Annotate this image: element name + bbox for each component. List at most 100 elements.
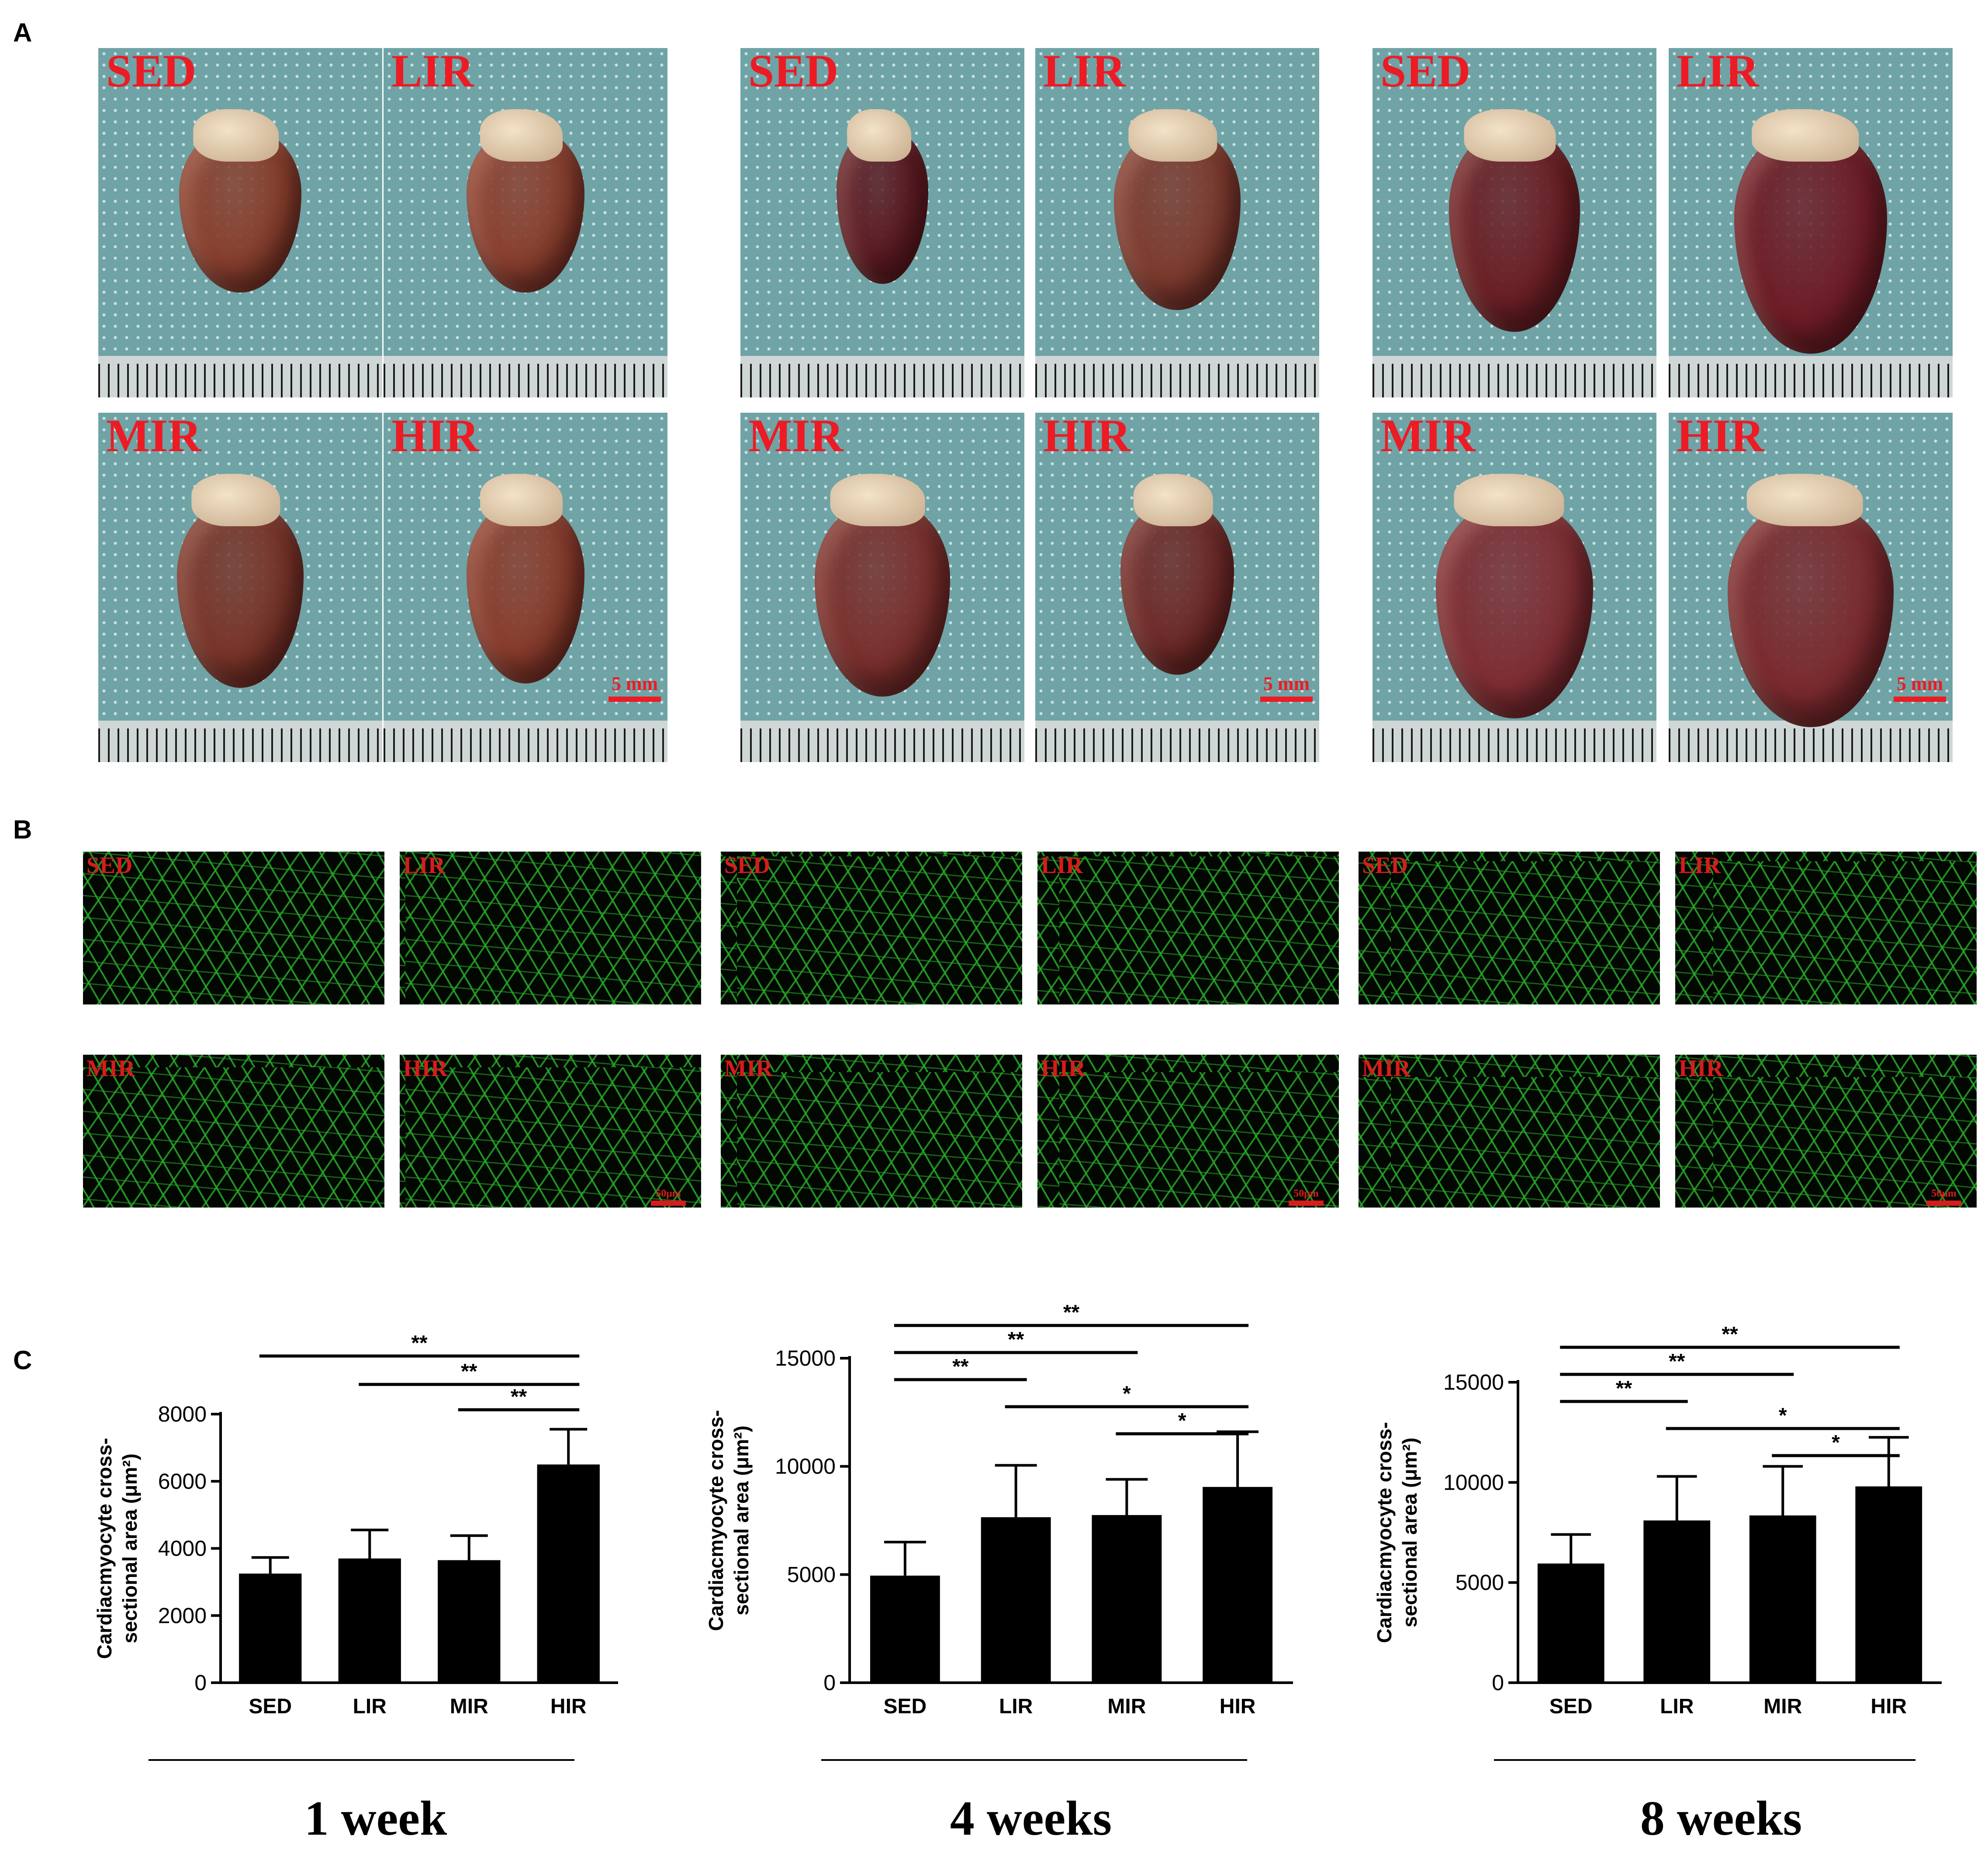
chart1-y-tick-label: 4000 xyxy=(158,1536,207,1561)
chart3-significance-mark: ** xyxy=(1722,1323,1738,1346)
chart1-y-tick-label: 8000 xyxy=(158,1402,207,1426)
chart2-bar-hir xyxy=(1203,1487,1273,1683)
fluorescence-group-label: HIR xyxy=(403,1055,448,1081)
chart3-significance-mark: * xyxy=(1832,1431,1840,1454)
photo-group-label: LIR xyxy=(1043,48,1126,97)
heart-vessel-tissue xyxy=(1746,474,1863,526)
chart1-x-tick-label-hir: HIR xyxy=(550,1695,587,1718)
ruler xyxy=(384,356,667,397)
heart-specimen xyxy=(1120,500,1234,675)
fluorescence-image-1-mir: MIR xyxy=(83,1055,384,1208)
chart3-bar-lir xyxy=(1643,1520,1711,1683)
chart3-bar-hir xyxy=(1855,1486,1922,1683)
heart-vessel-tissue xyxy=(1128,109,1217,162)
chart1-bar-hir xyxy=(537,1464,600,1683)
photo-group-label: MIR xyxy=(106,413,201,461)
fluorescence-group-label: LIR xyxy=(1679,852,1721,878)
chart1-significance-mark: ** xyxy=(411,1332,428,1355)
chart2-y-tick-label: 5000 xyxy=(787,1562,836,1587)
heart-photo-2-hir: HIR 5 mm xyxy=(1035,413,1319,762)
fluorescence-scale-label: 50μm xyxy=(1931,1188,1957,1199)
fluorescence-group-label: HIR xyxy=(1679,1055,1724,1081)
photo-group-label: LIR xyxy=(391,48,474,97)
fluorescence-group-label: SED xyxy=(86,852,133,878)
chart3-significance-mark: ** xyxy=(1669,1350,1685,1373)
fluorescence-scale-bar: 50μm xyxy=(651,1188,686,1206)
chart1-significance-mark: ** xyxy=(511,1385,527,1408)
heart-specimen xyxy=(1436,500,1593,718)
fluorescence-image-2-sed: SED xyxy=(721,852,1022,1004)
fluorescence-scale-bar: 50μm xyxy=(1289,1188,1324,1206)
chart3-bar-mir xyxy=(1749,1515,1816,1683)
heart-photo-1-lir: LIR xyxy=(384,48,667,397)
ruler xyxy=(1035,721,1319,762)
heart-vessel-tissue xyxy=(193,109,279,162)
photo-group-label: HIR xyxy=(1043,413,1131,461)
chart2-significance-mark: ** xyxy=(1063,1301,1080,1324)
fluorescence-group-label: HIR xyxy=(1041,1055,1086,1081)
ruler xyxy=(740,356,1024,397)
heart-photo-3-mir: MIR xyxy=(1373,413,1656,762)
heart-photo-2-lir: LIR xyxy=(1035,48,1319,397)
chart3-significance-mark: ** xyxy=(1616,1377,1632,1400)
chart2-y-axis-label-line2: sectional area (μm²) xyxy=(730,1425,753,1615)
chart1-x-tick-label-mir: MIR xyxy=(450,1695,488,1718)
chart2-significance-mark: * xyxy=(1123,1382,1131,1405)
chart2-significance-mark: * xyxy=(1178,1409,1186,1432)
chart2-y-tick-label: 10000 xyxy=(775,1454,836,1479)
heart-photo-1-mir: MIR xyxy=(98,413,382,762)
chart2-x-tick-label-mir: MIR xyxy=(1107,1695,1146,1718)
heart-specimen xyxy=(467,500,584,683)
heart-vessel-tissue xyxy=(1454,474,1564,526)
photo-group-label: MIR xyxy=(748,413,844,461)
chart3-x-tick-label-hir: HIR xyxy=(1870,1695,1907,1718)
heart-photo-3-hir: HIR 5 mm xyxy=(1669,413,1953,762)
timepoint-label-2: 4 weeks xyxy=(950,1791,1112,1846)
chart1-y-tick-label: 2000 xyxy=(158,1603,207,1628)
chart1-bar-lir xyxy=(338,1558,401,1683)
heart-vessel-tissue xyxy=(1133,474,1213,526)
heart-specimen xyxy=(815,500,950,697)
fluorescence-group-label: MIR xyxy=(86,1055,135,1081)
heart-photo-2-sed: SED xyxy=(740,48,1024,397)
photo-group-label: HIR xyxy=(1677,413,1764,461)
panel-label-a: A xyxy=(13,18,32,47)
chart1-significance-mark: ** xyxy=(461,1360,477,1383)
photo-group-label: SED xyxy=(106,48,197,97)
fluorescence-group-label: LIR xyxy=(403,852,446,878)
fluorescence-group-label: MIR xyxy=(1362,1055,1411,1081)
photo-group-label: LIR xyxy=(1677,48,1759,97)
chart1-bar-sed xyxy=(239,1574,302,1683)
chart2-x-tick-label-lir: LIR xyxy=(999,1695,1033,1718)
heart-vessel-tissue xyxy=(830,474,925,526)
fluorescence-image-3-mir: MIR xyxy=(1359,1055,1660,1208)
chart1-bar-mir xyxy=(438,1560,501,1683)
ruler xyxy=(1035,356,1319,397)
chart2-x-tick-label-sed: SED xyxy=(884,1695,927,1718)
fluorescence-image-3-hir: HIR 50μm xyxy=(1675,1055,1977,1208)
fluorescence-group-label: LIR xyxy=(1041,852,1083,878)
chart2-y-axis-label-line1: Cardiacmyocyte cross- xyxy=(705,1410,727,1631)
photo-scale-bar: 5 mm xyxy=(1889,673,1950,702)
chart3-y-tick-label: 5000 xyxy=(1456,1570,1504,1595)
chart1-y-tick-label: 6000 xyxy=(158,1469,207,1494)
photo-scale-label: 5 mm xyxy=(611,673,658,694)
heart-vessel-tissue xyxy=(847,109,912,162)
chart2-bar-sed xyxy=(870,1575,940,1683)
chart3-y-tick-label: 15000 xyxy=(1443,1370,1504,1394)
photo-group-label: MIR xyxy=(1380,413,1476,461)
chart2-y-tick-label: 0 xyxy=(823,1670,836,1695)
chart2-y-tick-label: 15000 xyxy=(775,1346,836,1370)
fluorescence-image-2-mir: MIR xyxy=(721,1055,1022,1208)
ruler xyxy=(1373,721,1656,762)
heart-photo-1-sed: SED xyxy=(98,48,382,397)
chart1-x-tick-label-sed: SED xyxy=(249,1695,292,1718)
heart-photo-2-mir: MIR xyxy=(740,413,1024,762)
photo-scale-bar: 5 mm xyxy=(1256,673,1317,702)
ruler xyxy=(384,721,667,762)
chart2-significance-mark: ** xyxy=(952,1355,969,1378)
ruler xyxy=(1373,356,1656,397)
panel-label-b: B xyxy=(13,815,32,844)
photo-group-label: HIR xyxy=(391,413,479,461)
ruler xyxy=(1669,356,1953,397)
